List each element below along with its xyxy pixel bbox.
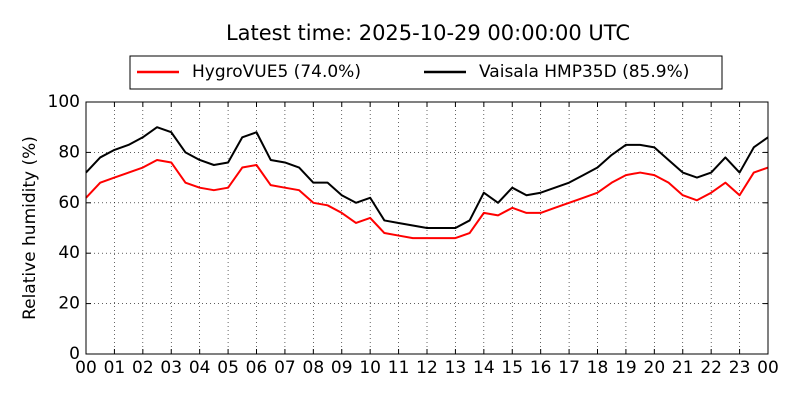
x-tick-label: 01 bbox=[104, 358, 126, 378]
x-tick-label: 20 bbox=[644, 358, 666, 378]
chart-title: Latest time: 2025-10-29 00:00:00 UTC bbox=[226, 21, 630, 45]
y-tick-label: 100 bbox=[48, 92, 80, 112]
x-tick-label: 19 bbox=[615, 358, 637, 378]
x-tick-label: 13 bbox=[445, 358, 467, 378]
x-tick-label: 07 bbox=[274, 358, 296, 378]
x-tick-label: 16 bbox=[530, 358, 552, 378]
x-tick-label: 14 bbox=[473, 358, 495, 378]
data-line bbox=[85, 158, 769, 240]
x-tick-label: 15 bbox=[501, 358, 523, 378]
x-tick-label: 17 bbox=[558, 358, 580, 378]
y-tick-label: 20 bbox=[58, 294, 80, 314]
y-tick-label: 80 bbox=[58, 142, 80, 162]
x-tick-label: 18 bbox=[587, 358, 609, 378]
y-tick-label: 60 bbox=[58, 193, 80, 213]
x-tick-label: 08 bbox=[303, 358, 325, 378]
x-tick-label: 00 bbox=[75, 358, 97, 378]
x-tick-label: 04 bbox=[189, 358, 211, 378]
x-tick-label: 12 bbox=[416, 358, 438, 378]
x-tick-label: 09 bbox=[331, 358, 353, 378]
x-tick-label: 06 bbox=[246, 358, 268, 378]
x-tick-label: 10 bbox=[359, 358, 381, 378]
x-tick-label: 11 bbox=[388, 358, 410, 378]
x-tick-label: 02 bbox=[132, 358, 154, 378]
x-tick-label: 05 bbox=[217, 358, 239, 378]
legend-label: HygroVUE5 (74.0%) bbox=[192, 62, 361, 82]
x-tick-label: 21 bbox=[672, 358, 694, 378]
y-tick-label: 0 bbox=[69, 344, 80, 364]
x-tick-label: 22 bbox=[700, 358, 722, 378]
y-axis-label: Relative humidity (%) bbox=[20, 136, 40, 320]
data-line bbox=[85, 126, 769, 229]
plot-frame bbox=[85, 101, 769, 355]
x-tick-label: 03 bbox=[160, 358, 182, 378]
legend-label: Vaisala HMP35D (85.9%) bbox=[479, 62, 689, 82]
y-tick-label: 40 bbox=[58, 243, 80, 263]
x-tick-label: 23 bbox=[729, 358, 751, 378]
x-tick-label: 00 bbox=[757, 358, 779, 378]
